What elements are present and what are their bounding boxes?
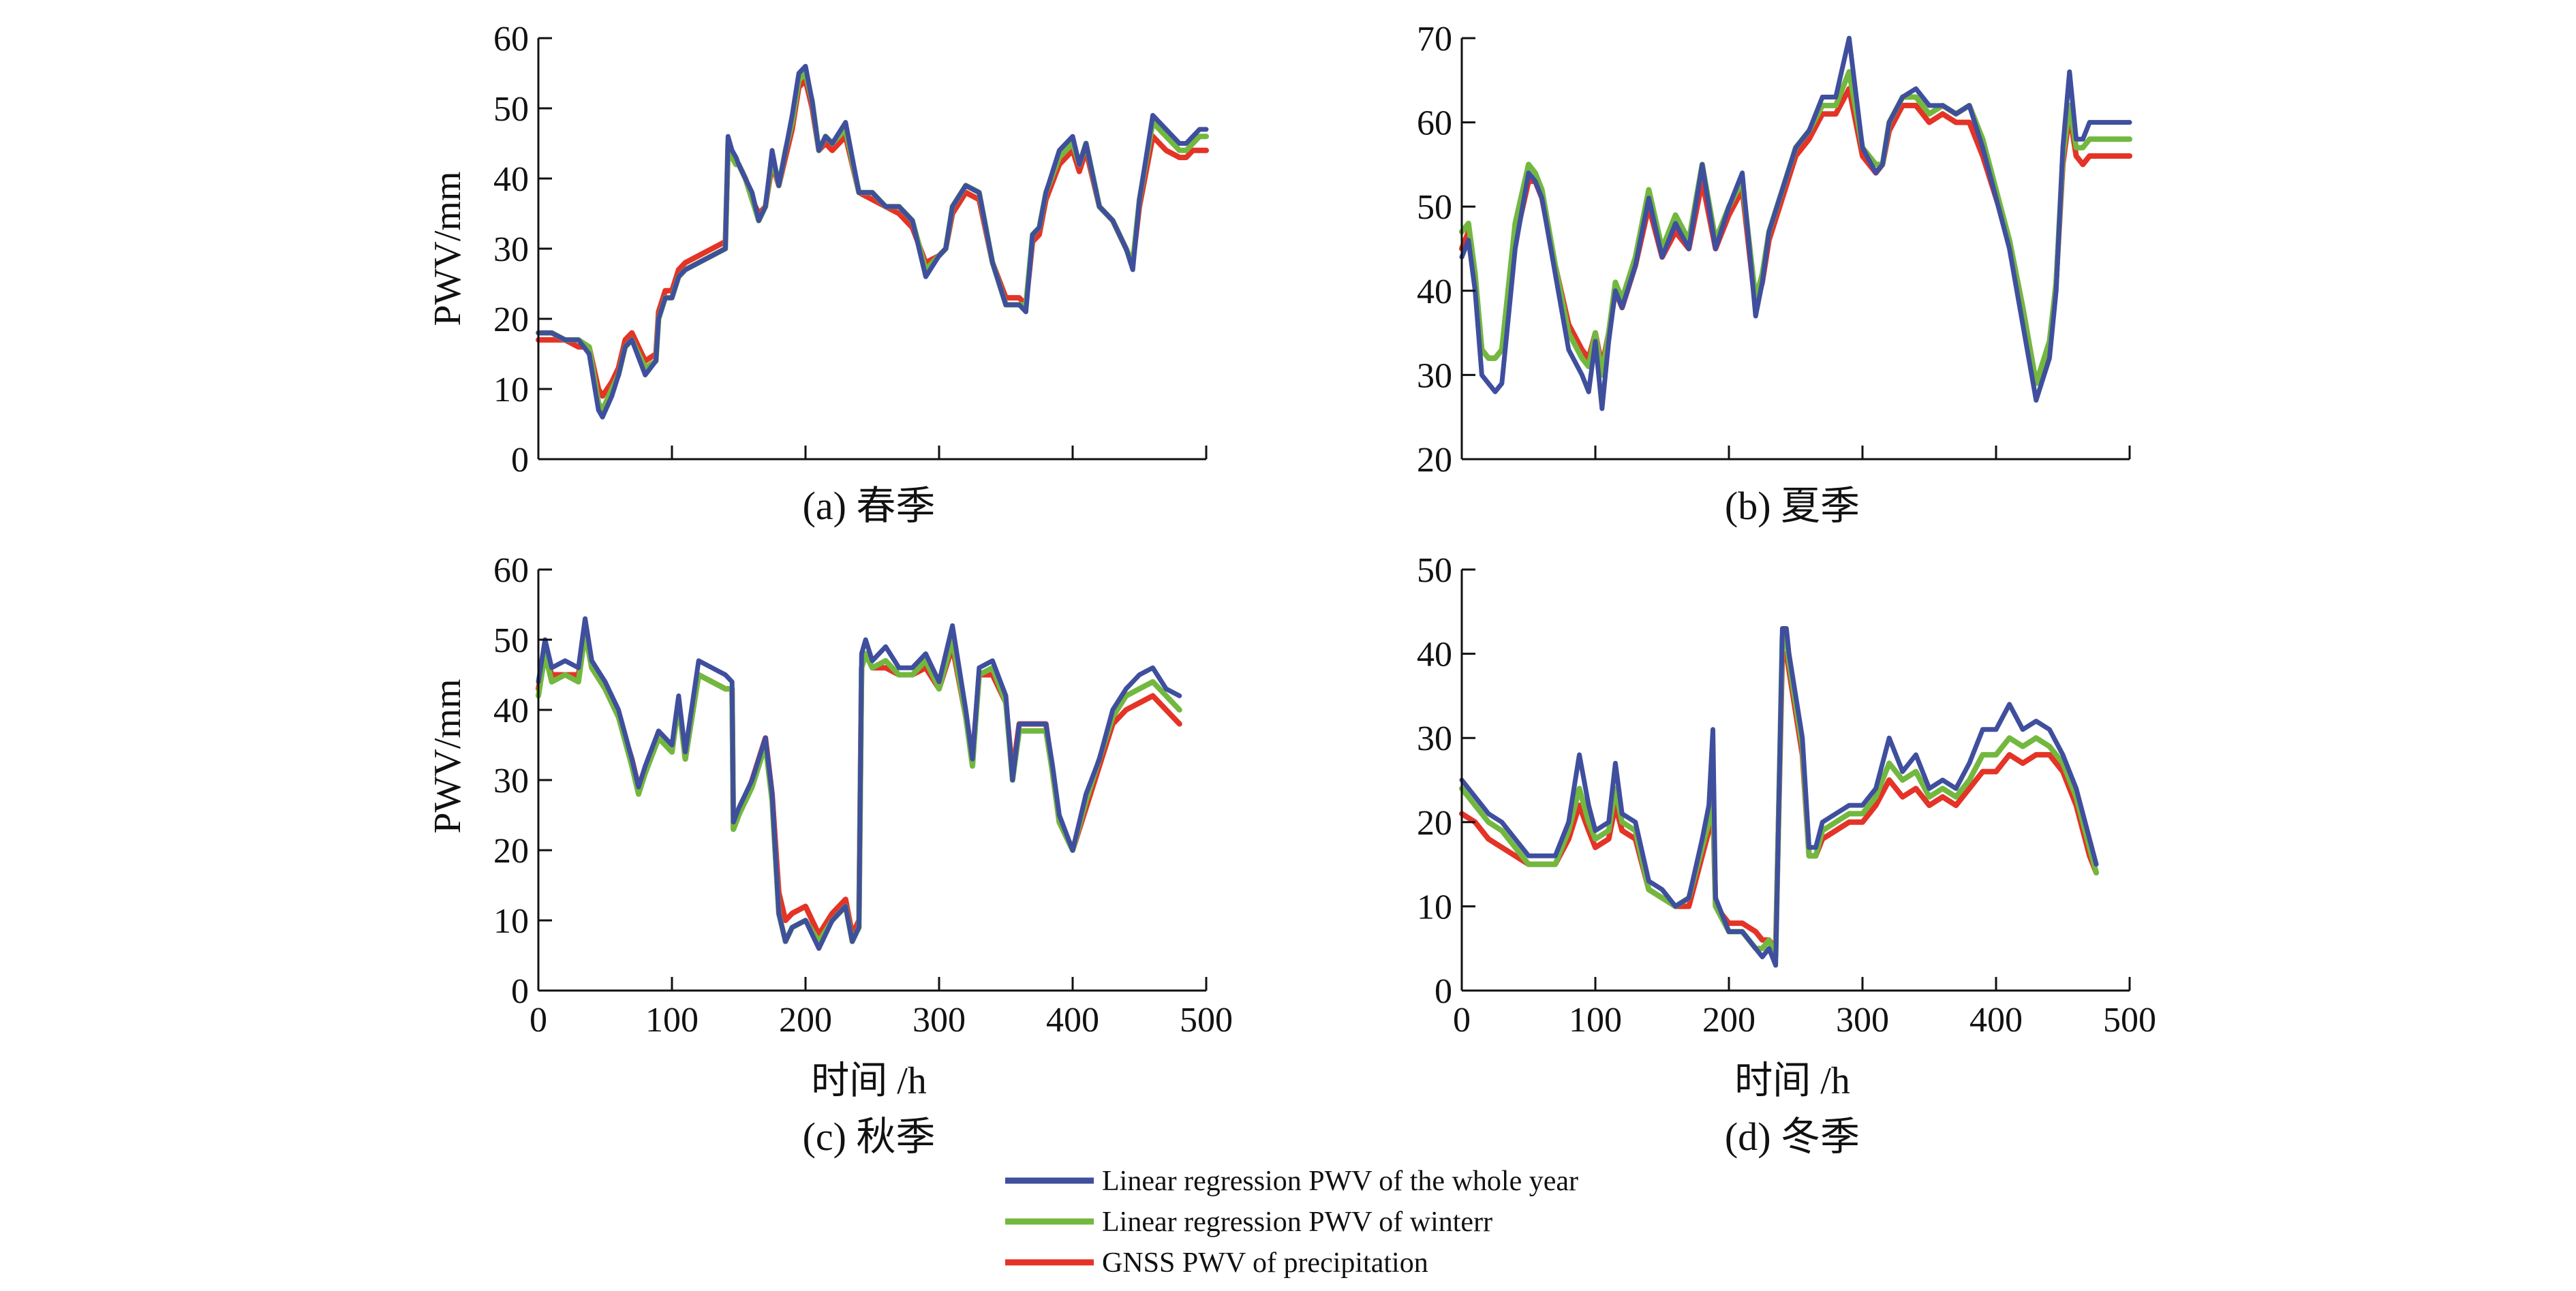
panel-b-summer: (b) 夏季 20 30 40 50 60 70 (1417, 20, 2132, 528)
panel-c-x-tick-label: 500 (1180, 1001, 1233, 1040)
panel-c-y-axis-label: PWV/mm (427, 679, 469, 833)
panel-d-x-tick-label: 400 (1969, 1001, 2023, 1040)
panel-a-series-whole-year (536, 63, 1209, 420)
panel-b-y-tick-label: 50 (1417, 188, 1452, 227)
panel-c-y-tick-label: 10 (493, 902, 529, 941)
panel-a-spring: PWV/mm (a) 春季 0 10 20 30 40 50 60 (427, 20, 1209, 528)
panel-c-y-tick-label: 40 (493, 691, 529, 730)
panel-c-x-tick-label: 200 (779, 1001, 832, 1040)
panel-d-x-tick-label: 500 (2103, 1001, 2156, 1040)
panel-a-y-tick-label: 40 (493, 160, 529, 199)
panel-a-y-tick-label: 50 (493, 90, 529, 129)
panel-d-y-tick-label: 50 (1417, 551, 1452, 590)
panel-a-caption: (a) 春季 (803, 484, 936, 528)
panel-c-x-tick-label: 100 (645, 1001, 699, 1040)
panel-c-y-tick-label: 50 (493, 621, 529, 660)
panel-c-y-tick-label: 20 (493, 832, 529, 871)
legend-label-whole-year: Linear regression PWV of the whole year (1102, 1166, 1578, 1197)
panel-c-x-axis-label: 时间 /h (811, 1060, 927, 1102)
panel-b-y-tick-label: 60 (1417, 104, 1452, 143)
panel-d-x-tick-label: 100 (1569, 1001, 1622, 1040)
panel-a-y-tick-label: 20 (493, 300, 529, 339)
legend-label-winter: Linear regression PWV of winterr (1102, 1207, 1492, 1238)
panel-c-series-whole-year (536, 616, 1182, 951)
panel-b-y-tick-label: 30 (1417, 356, 1452, 395)
panel-a-y-tick-label: 10 (493, 371, 529, 409)
panel-a-y-axis-label: PWV/mm (427, 171, 469, 326)
panel-c-caption: (c) 秋季 (803, 1115, 936, 1159)
panel-d-y-tick-label: 0 (1435, 972, 1452, 1011)
panel-c-x-tick-label: 0 (530, 1001, 547, 1040)
panel-d-x-tick-label: 200 (1702, 1001, 1755, 1040)
panel-d-x-tick-label: 0 (1453, 1001, 1471, 1040)
panel-c-y-tick-label: 0 (511, 972, 529, 1011)
panel-a-y-tick-label: 30 (493, 230, 529, 269)
panel-b-series-whole-year (1459, 35, 2132, 411)
panel-c-y-tick-label: 60 (493, 551, 529, 590)
panel-d-x-tick-label: 300 (1836, 1001, 1889, 1040)
panel-a-y-tick-label: 60 (493, 20, 529, 59)
panel-b-y-tick-label: 40 (1417, 273, 1452, 311)
panel-b-caption: (b) 夏季 (1725, 484, 1860, 528)
panel-b-y-tick-label: 70 (1417, 20, 1452, 59)
panel-b-y-tick-label: 20 (1417, 441, 1452, 480)
panel-d-series-whole-year (1459, 626, 2099, 968)
panel-d-y-tick-label: 10 (1417, 888, 1452, 927)
legend: Linear regression PWV of the whole year … (1005, 1166, 1578, 1279)
legend-label-gnss: GNSS PWV of precipitation (1102, 1247, 1428, 1279)
panel-a-y-tick-label: 0 (511, 441, 529, 480)
panel-d-y-tick-label: 40 (1417, 636, 1452, 674)
panel-d-caption: (d) 冬季 (1725, 1115, 1860, 1159)
panel-d-y-tick-label: 20 (1417, 804, 1452, 843)
panel-d-y-tick-label: 30 (1417, 719, 1452, 758)
panel-c-x-tick-label: 400 (1046, 1001, 1099, 1040)
panel-d-x-axis-label: 时间 /h (1734, 1060, 1850, 1102)
panel-c-autumn: PWV/mm 时间 /h (c) 秋季 0 10 20 30 40 50 60 0 100 200… (427, 551, 1233, 1159)
panel-c-y-tick-label: 30 (493, 762, 529, 800)
panel-c-x-tick-label: 300 (913, 1001, 966, 1040)
